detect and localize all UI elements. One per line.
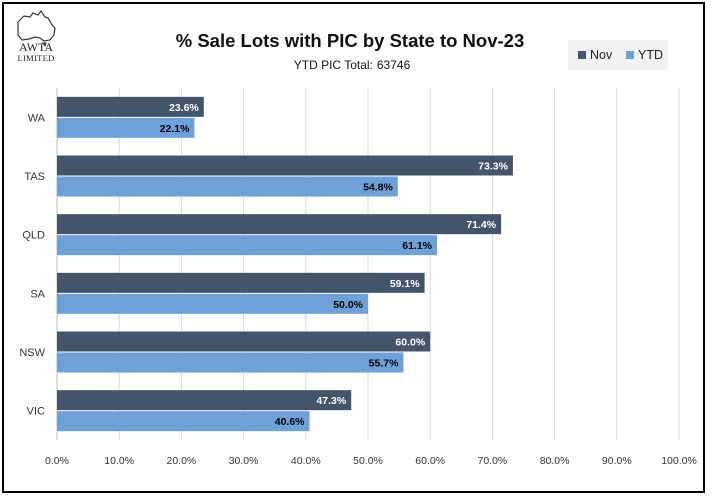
- subtitle-label: YTD PIC Total:: [293, 58, 373, 72]
- data-label: 71.4%: [466, 219, 496, 231]
- category-label: QLD: [22, 230, 45, 242]
- data-label: 47.3%: [316, 395, 346, 407]
- legend-swatch-nov: [578, 51, 586, 59]
- bar-nov: [57, 390, 352, 411]
- subtitle-value: 63746: [376, 58, 411, 72]
- bar-nov: [57, 96, 204, 117]
- x-tick-label: 90.0%: [602, 455, 632, 467]
- legend-swatch-ytd: [626, 51, 634, 59]
- category-labels: WA TAS QLD SA NSW VIC: [19, 112, 45, 417]
- x-tick-label: 100.0%: [661, 455, 697, 467]
- bar-nov: [57, 155, 513, 176]
- data-label: 55.7%: [369, 358, 399, 370]
- logo-name: AWTA: [18, 40, 54, 54]
- bar-ytd: [57, 176, 398, 197]
- x-tick-label: 70.0%: [478, 455, 508, 467]
- gridlines: [56, 88, 680, 440]
- category-label: TAS: [24, 171, 45, 183]
- logo-text: AWTA LIMITED: [10, 40, 62, 64]
- bar-ytd: [57, 352, 404, 373]
- logo-sub: LIMITED: [17, 53, 55, 63]
- bars: 23.6% 22.1% 73.3% 54.8% 71.4% 61.1% 59.1% 50.0%…: [57, 96, 513, 432]
- bar-nov: [57, 272, 425, 293]
- bar-ytd: [57, 411, 310, 432]
- data-label: 54.8%: [363, 182, 393, 194]
- data-label: 50.0%: [333, 299, 363, 311]
- australia-map-icon: [17, 9, 56, 48]
- data-label: 23.6%: [169, 102, 199, 114]
- x-tick-label: 0.0%: [45, 455, 69, 467]
- chart-title: % Sale Lots with PIC by State to Nov-23: [175, 30, 525, 51]
- data-label: 59.1%: [390, 278, 420, 290]
- category-label: NSW: [19, 347, 45, 359]
- bar-ytd: [57, 117, 195, 138]
- category-label: WA: [28, 112, 46, 124]
- chart-subtitle: YTD PIC Total: 63746: [220, 58, 480, 72]
- bar-nov: [57, 214, 502, 235]
- data-label: 61.1%: [402, 240, 432, 252]
- x-tick-label: 20.0%: [167, 455, 197, 467]
- data-label: 22.1%: [160, 123, 190, 135]
- data-label: 73.3%: [478, 161, 508, 173]
- bar-ytd: [57, 235, 438, 256]
- x-tick-label: 40.0%: [291, 455, 321, 467]
- tick-labels: 0.0% 10.0% 20.0% 30.0% 40.0% 50.0% 60.0% 70.0% 8…: [45, 455, 697, 467]
- x-tick-label: 80.0%: [540, 455, 570, 467]
- bar-ytd: [57, 293, 368, 314]
- x-tick-label: 30.0%: [229, 455, 259, 467]
- data-label: 40.6%: [275, 416, 305, 428]
- category-label: VIC: [27, 406, 45, 418]
- chart-legend: Nov YTD: [568, 40, 668, 70]
- data-label: 60.0%: [395, 337, 425, 349]
- x-tick-label: 60.0%: [415, 455, 445, 467]
- bar-nov: [57, 331, 431, 352]
- legend-label-nov: Nov: [590, 48, 613, 62]
- category-label: SA: [30, 288, 45, 300]
- x-tick-label: 10.0%: [104, 455, 134, 467]
- legend-label-ytd: YTD: [638, 48, 663, 62]
- x-tick-label: 50.0%: [353, 455, 383, 467]
